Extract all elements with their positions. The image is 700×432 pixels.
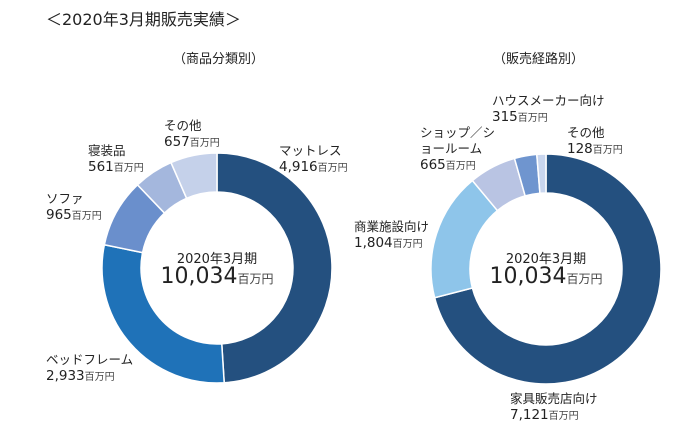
label-bed-frame: ベッドフレーム 2,933百万円 — [46, 352, 134, 384]
donut-slice-product-0 — [216, 152, 333, 384]
total-unit: 百万円 — [566, 272, 603, 286]
total-value: 10,034 — [160, 264, 238, 289]
label-bedding: 寝装品 561百万円 — [88, 143, 144, 175]
label-mattress: マットレス 4,916百万円 — [279, 143, 348, 175]
donut-slice-channel-4 — [535, 153, 547, 195]
center-total-channel: 10,034百万円 — [466, 264, 626, 289]
donut-slice-product-4 — [170, 152, 218, 200]
donut-channel — [430, 153, 662, 385]
label-shop-showroom: ショップ／ショールーム 665百万円 — [420, 125, 496, 173]
label-commercial: 商業施設向け 1,804百万円 — [354, 219, 430, 251]
label-furniture-stores: 家具販売店向け 7,121百万円 — [510, 391, 598, 423]
total-unit: 百万円 — [237, 272, 274, 286]
label-sofa: ソファ 965百万円 — [46, 191, 102, 223]
label-other-channel: その他 128百万円 — [567, 125, 623, 157]
total-value: 10,034 — [489, 264, 567, 289]
label-house-maker: ハウスメーカー向け 315百万円 — [492, 93, 605, 125]
figure-title: ＜2020年3月期販売実績＞ — [46, 10, 241, 29]
chart-title-channel: （販売経路別） — [493, 52, 585, 67]
center-year-channel: 2020年3月期 — [505, 252, 587, 267]
chart-title-product: （商品分類別） — [173, 52, 265, 67]
center-total-product: 10,034百万円 — [137, 264, 297, 289]
center-year-product: 2020年3月期 — [176, 252, 258, 267]
donut-slice-channel-0 — [433, 153, 662, 385]
label-other-product: その他 657百万円 — [164, 118, 220, 150]
donut-product — [101, 152, 333, 384]
